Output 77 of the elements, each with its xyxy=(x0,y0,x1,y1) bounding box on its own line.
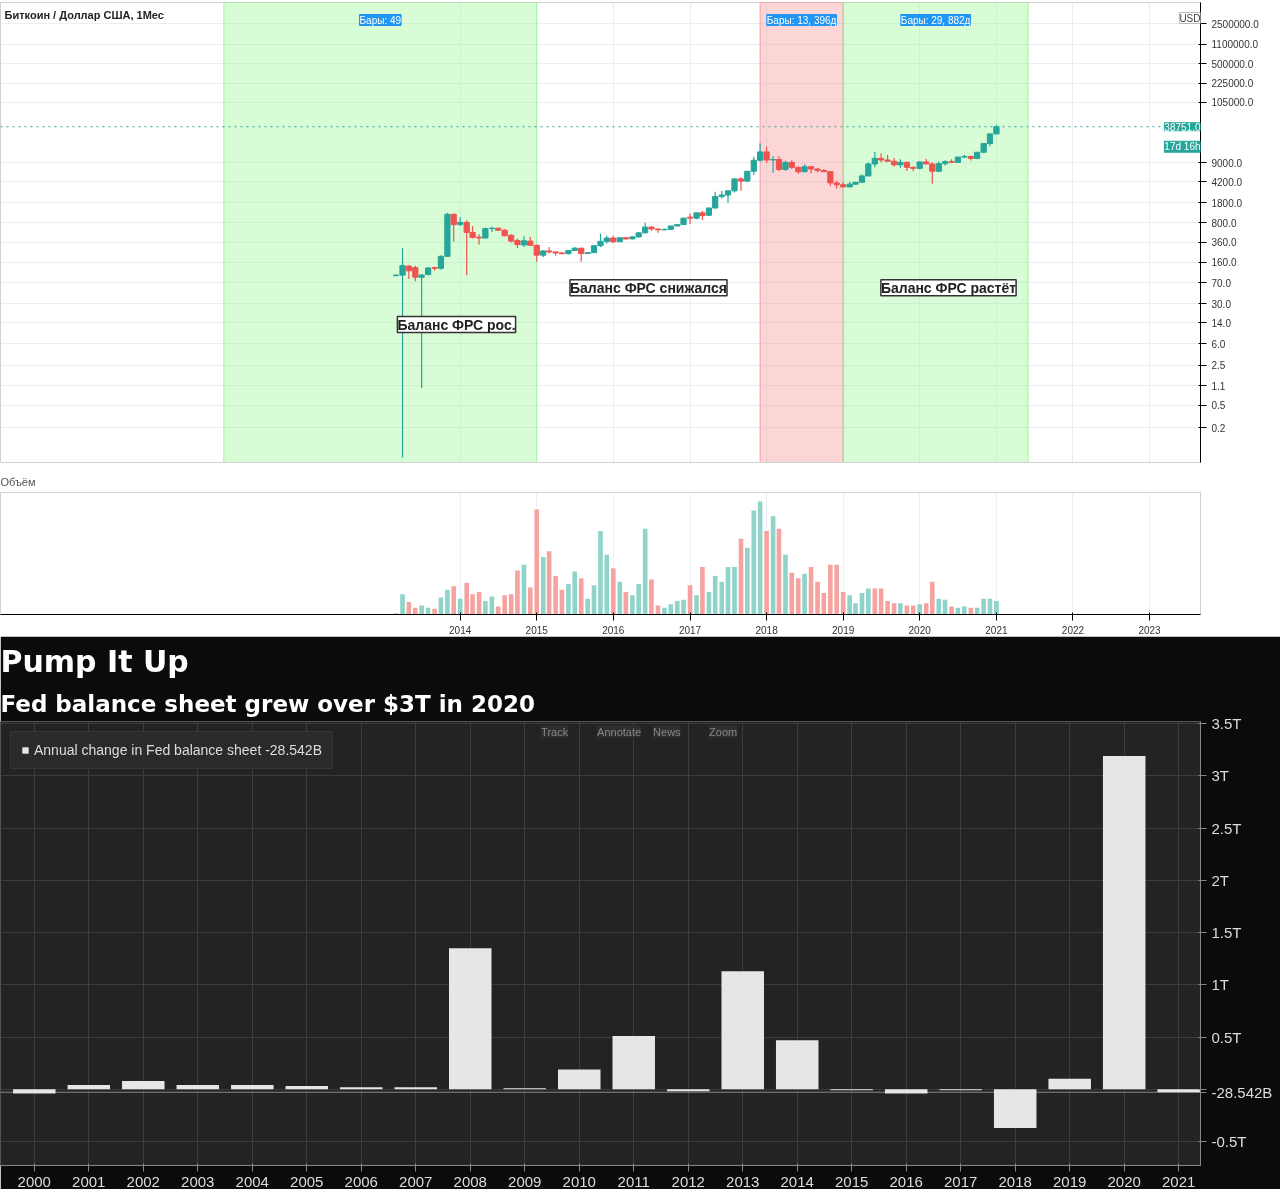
x-tick-label: 2000 xyxy=(17,1172,51,1189)
x-tick-label: 2005 xyxy=(290,1172,324,1189)
x-tick-label: 2007 xyxy=(399,1172,433,1189)
y-tick-label: 0.5T xyxy=(1211,1028,1242,1046)
x-tick-label: 2021 xyxy=(985,624,1009,636)
x-tick-label: 2015 xyxy=(835,1172,869,1189)
x-tick-label: 2020 xyxy=(908,624,932,636)
x-tick-label: 2020 xyxy=(1107,1172,1141,1189)
x-tick-label: 2014 xyxy=(780,1172,814,1189)
annotation: Баланс ФРС снижался xyxy=(570,279,727,296)
band-label: Бары: 29, 882д xyxy=(900,14,971,26)
annotation: Annotate xyxy=(597,725,642,738)
chart-title: Pump It Up xyxy=(0,643,189,679)
x-tick-label: 2003 xyxy=(181,1172,215,1189)
ref-line-label: 38751.0 xyxy=(1164,121,1201,133)
y-tick-label: 1.5T xyxy=(1211,924,1242,942)
x-tick-label: 2014 xyxy=(449,624,472,636)
y-tick-label: 3T xyxy=(1211,767,1230,785)
y-tick-label: 105000.0 xyxy=(1211,97,1254,109)
x-tick-label: 2013 xyxy=(726,1172,760,1189)
y-tick-label: 2T xyxy=(1211,871,1230,889)
x-tick-label: 2023 xyxy=(1138,624,1162,636)
x-tick-label: 2019 xyxy=(832,624,855,636)
ref-line-label: -28.542B xyxy=(1211,1083,1273,1101)
x-tick-label: 2018 xyxy=(755,624,779,636)
x-tick-label: 2017 xyxy=(678,624,702,636)
y-tick-label: 2.5T xyxy=(1211,819,1242,837)
x-tick-label: 2009 xyxy=(508,1172,542,1189)
y-tick-label: 2.5 xyxy=(1211,360,1226,372)
y-tick-label: 1800.0 xyxy=(1211,197,1243,209)
y-tick-label: 500000.0 xyxy=(1211,58,1254,70)
annotation: USD xyxy=(1179,12,1201,24)
annotation: Баланс ФРС рос. xyxy=(397,316,516,333)
x-tick-label: 2016 xyxy=(602,624,625,636)
x-tick-label: 2008 xyxy=(453,1172,487,1189)
y-tick-label: 800.0 xyxy=(1211,217,1237,229)
chart-title: Объём xyxy=(0,475,36,488)
y-tick-label: 225000.0 xyxy=(1211,78,1254,90)
y-tick-label: 1T xyxy=(1211,976,1230,994)
text: Биткоин / Доллар США, 1Мес xyxy=(4,8,164,21)
x-tick-label: 2002 xyxy=(126,1172,160,1189)
x-tick-label: 2018 xyxy=(998,1172,1032,1189)
y-tick-label: 14.0 xyxy=(1211,317,1232,329)
x-tick-label: 2006 xyxy=(344,1172,378,1189)
annotation: 17d 16h xyxy=(1164,141,1201,153)
x-tick-label: 2016 xyxy=(889,1172,923,1189)
y-tick-label: 30.0 xyxy=(1211,298,1232,310)
annotation: Track xyxy=(541,725,569,738)
y-tick-label: 360.0 xyxy=(1211,237,1237,249)
y-tick-label: 4200.0 xyxy=(1211,176,1243,188)
x-tick-label: 2011 xyxy=(617,1172,650,1189)
x-tick-label: 2010 xyxy=(562,1172,596,1189)
x-tick-label: 2019 xyxy=(1053,1172,1087,1189)
y-tick-label: 160.0 xyxy=(1211,257,1237,269)
annotation: News xyxy=(653,725,682,738)
y-tick-label: -0.5T xyxy=(1211,1132,1247,1150)
x-tick-label: 2001 xyxy=(72,1172,106,1189)
y-tick-label: 9000.0 xyxy=(1211,157,1243,169)
y-tick-label: 1100000.0 xyxy=(1211,39,1259,51)
x-tick-label: 2017 xyxy=(944,1172,978,1189)
y-tick-label: 6.0 xyxy=(1211,338,1226,350)
legend-label: Annual change in Fed balance sheet -28.542B xyxy=(34,742,322,758)
y-tick-label: 3.5T xyxy=(1211,715,1242,733)
x-tick-label: 2012 xyxy=(671,1172,705,1189)
y-tick-label: 0.2 xyxy=(1211,422,1226,434)
x-tick-label: 2022 xyxy=(1061,624,1085,636)
y-tick-label: 70.0 xyxy=(1211,277,1232,289)
band-label: Бары: 49 xyxy=(359,14,402,26)
chart-subtitle: Fed balance sheet grew over $3T in 2020 xyxy=(0,690,536,717)
y-tick-label: 1.1 xyxy=(1211,380,1226,392)
annotation: Zoom xyxy=(709,725,738,738)
y-tick-label: 2500000.0 xyxy=(1211,18,1260,30)
y-tick-label: 0.5 xyxy=(1211,400,1226,412)
x-tick-label: 2021 xyxy=(1162,1172,1196,1189)
x-tick-label: 2015 xyxy=(525,624,549,636)
band-label: Бары: 13, 396д xyxy=(766,14,837,26)
x-tick-label: 2004 xyxy=(235,1172,269,1189)
